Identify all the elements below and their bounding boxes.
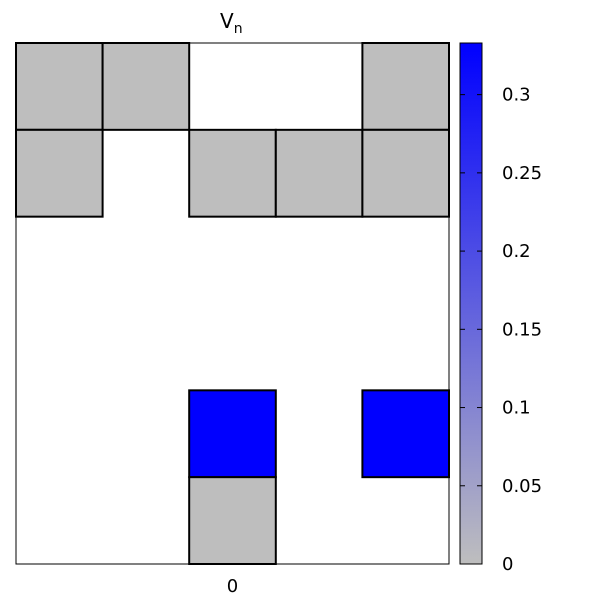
chart-title: Vn [220, 9, 243, 37]
colorbar [459, 42, 483, 565]
heatmap-cells [15, 42, 450, 565]
colorbar-ticks: 0 0.05 0.1 0.15 0.2 0.25 0.3 [460, 85, 542, 575]
heatmap-cell [188, 389, 277, 479]
colorbar-tick-label: 0.25 [502, 163, 542, 184]
heatmap-cell [274, 128, 364, 218]
colorbar-tick-label: 0.15 [502, 319, 542, 340]
colorbar-tick-label: 0 [502, 554, 513, 575]
heatmap-cell [188, 128, 277, 218]
heatmap-cell [188, 476, 277, 565]
heatmap-cell [361, 389, 450, 479]
heatmap-cell [15, 128, 104, 218]
heatmap-cell [361, 42, 450, 131]
colorbar-tick-label: 0.3 [502, 85, 531, 106]
heatmap-cell [15, 42, 104, 131]
colorbar-tick-label: 0.05 [502, 476, 542, 497]
heatmap-cell [101, 42, 191, 131]
colorbar-tick-label: 0.2 [502, 241, 531, 262]
colorbar-tick-label: 0.1 [502, 398, 531, 419]
x-tick-label: 0 [227, 576, 238, 597]
x-axis-ticks: 0 [227, 576, 238, 597]
heatmap-cell [361, 128, 450, 218]
